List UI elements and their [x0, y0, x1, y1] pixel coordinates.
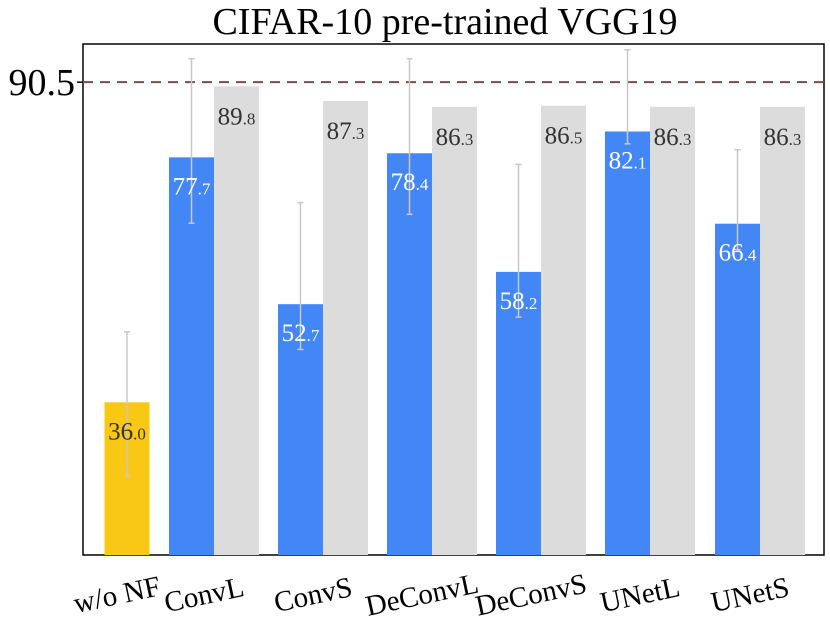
- data-label-primary-dec: .4: [416, 175, 429, 194]
- data-label-secondary: 86.5: [545, 123, 583, 150]
- data-label-primary: 58.2: [500, 288, 538, 315]
- x-tick-label: ConvL: [161, 571, 246, 619]
- bar-deconvl-primary: [387, 153, 432, 555]
- bar-convs-secondary: [323, 100, 368, 555]
- data-label-primary: 66.4: [719, 240, 757, 267]
- data-label-secondary-int: 86: [654, 124, 679, 151]
- data-label-primary-int: 78: [391, 169, 416, 196]
- error-bar: [406, 57, 413, 216]
- data-label-primary-dec: .7: [307, 326, 320, 345]
- data-label-primary-int: 58: [500, 288, 525, 315]
- bar-unetl-secondary: [650, 106, 695, 555]
- x-tick-label: UNetS: [708, 571, 792, 619]
- data-label-secondary: 89.8: [218, 103, 256, 130]
- data-label-primary-int: 52: [282, 320, 307, 347]
- data-label-primary-dec: .4: [744, 246, 757, 265]
- x-tick-label: DeConvL: [363, 568, 482, 623]
- data-label-secondary: 87.3: [327, 118, 365, 145]
- bar-deconvl-secondary: [432, 106, 477, 555]
- bar-convl-secondary: [214, 86, 259, 555]
- bar-unets-secondary: [760, 106, 805, 555]
- data-label-secondary-dec: .3: [461, 130, 474, 149]
- error-bar: [515, 163, 522, 318]
- data-label-primary: 52.7: [282, 320, 320, 347]
- error-bar: [188, 57, 195, 224]
- x-tick-label: w/o NF: [71, 570, 164, 620]
- data-label-primary-int: 66: [719, 240, 744, 267]
- data-label-primary-dec: .2: [525, 294, 538, 313]
- data-label-secondary-dec: .5: [570, 129, 583, 148]
- data-label-secondary-dec: .3: [352, 124, 365, 143]
- data-label-primary-int: 77: [173, 173, 198, 200]
- error-bar: [297, 201, 304, 351]
- data-label-primary-dec: .0: [133, 424, 146, 443]
- data-label-secondary-dec: .8: [243, 109, 256, 128]
- y-tick-label: 90.5: [9, 62, 76, 104]
- data-label-secondary: 86.3: [436, 124, 474, 151]
- bars-layer: [77, 81, 824, 556]
- data-label-primary: 78.4: [391, 169, 429, 196]
- data-label-primary: 82.1: [609, 148, 647, 175]
- bar-deconvs-secondary: [541, 105, 586, 555]
- data-label-secondary-int: 86: [436, 124, 461, 151]
- x-tick-label: DeConvS: [473, 568, 590, 623]
- data-label-secondary-dec: .3: [789, 130, 802, 149]
- data-label-secondary: 86.3: [764, 124, 802, 151]
- data-label-primary: 77.7: [173, 173, 211, 200]
- data-label-primary-int: 36: [108, 418, 133, 445]
- data-label-secondary: 86.3: [654, 124, 692, 151]
- data-label-secondary-int: 87: [327, 118, 352, 145]
- x-tick-label: ConvS: [271, 571, 355, 619]
- data-label-primary-dec: .1: [634, 154, 647, 173]
- error-bar: [124, 331, 130, 477]
- data-label-primary-dec: .7: [198, 179, 211, 198]
- data-label-secondary-int: 89: [218, 103, 243, 130]
- chart-title: CIFAR-10 pre-trained VGG19: [212, 1, 677, 43]
- bar-unets-primary: [715, 223, 760, 556]
- data-label-primary: 36.0: [108, 418, 146, 445]
- data-label-secondary-int: 86: [764, 124, 789, 151]
- error-bar: [734, 148, 741, 251]
- x-tick-label: UNetL: [597, 571, 682, 619]
- error-bar: [624, 49, 631, 145]
- data-label-secondary-int: 86: [545, 123, 570, 150]
- bar-deconvs-primary: [496, 271, 541, 555]
- data-label-secondary-dec: .3: [679, 130, 692, 149]
- data-label-primary-int: 82: [609, 148, 634, 175]
- bar-unetl-primary: [605, 131, 650, 555]
